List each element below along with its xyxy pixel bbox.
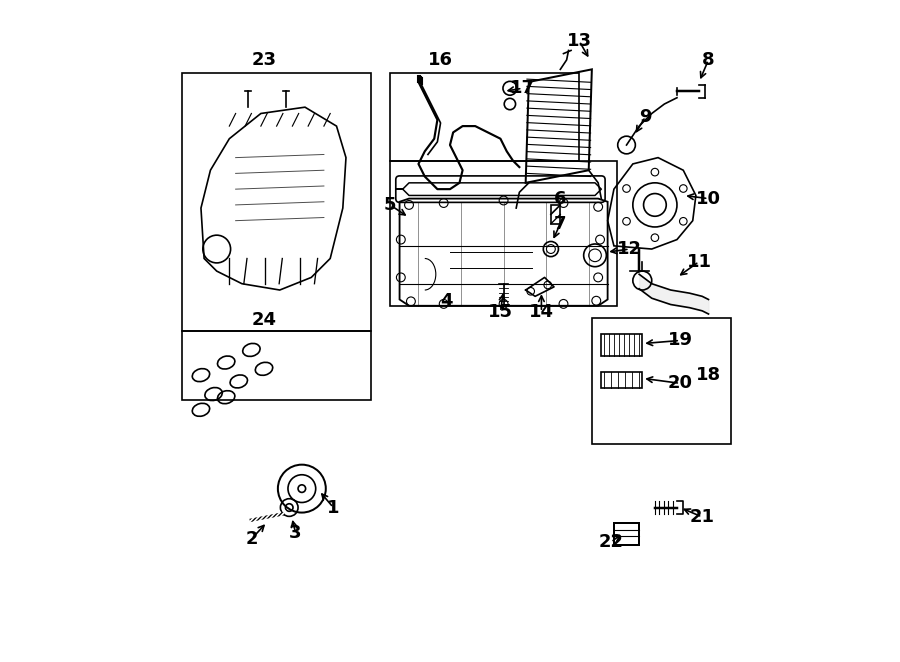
Text: 1: 1	[327, 498, 339, 516]
Text: 7: 7	[554, 215, 567, 233]
Text: 5: 5	[384, 196, 396, 214]
Text: 17: 17	[510, 79, 535, 97]
Text: 3: 3	[289, 524, 302, 542]
Text: 11: 11	[687, 253, 712, 271]
Text: 15: 15	[488, 303, 513, 321]
Text: 23: 23	[251, 51, 276, 69]
Text: 20: 20	[668, 374, 693, 393]
Text: 9: 9	[639, 108, 652, 126]
Text: 2: 2	[245, 530, 257, 548]
Text: 10: 10	[696, 189, 721, 208]
Text: 16: 16	[428, 51, 453, 69]
Text: 6: 6	[554, 189, 567, 208]
Text: 12: 12	[617, 240, 643, 258]
Text: 8: 8	[702, 51, 715, 69]
Text: 22: 22	[598, 533, 624, 551]
Text: 14: 14	[529, 303, 554, 321]
Text: 4: 4	[441, 293, 453, 310]
Text: 18: 18	[696, 366, 721, 384]
Text: 13: 13	[567, 32, 591, 50]
Text: 24: 24	[251, 311, 276, 329]
Text: 19: 19	[668, 332, 693, 350]
Text: 21: 21	[689, 508, 715, 526]
